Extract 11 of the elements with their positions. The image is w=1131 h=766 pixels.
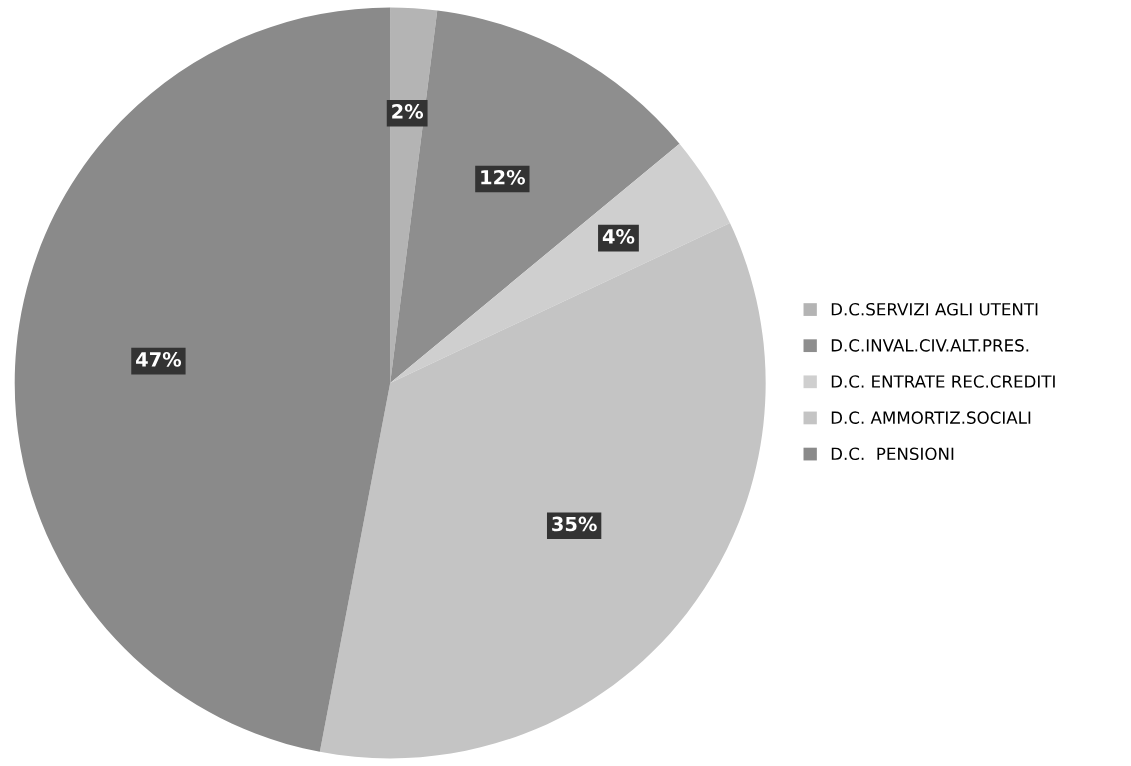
data-label: 12%: [481, 169, 525, 185]
data-label: 35%: [552, 516, 597, 532]
legend-label: D.C. AMMORTIZ.SOCIALI: [831, 411, 1031, 424]
data-label: 47%: [136, 352, 182, 367]
legend-label: D.C.INVAL.CIV.ALT.PRES.: [831, 339, 1029, 352]
legend-label: D.C. PENSIONI: [831, 447, 954, 461]
legend-label: D.C. ENTRATE REC.CREDITI: [831, 375, 1055, 388]
pie-slice: [390, 7, 438, 383]
data-label: 2%: [392, 104, 424, 119]
legend-label: D.C.SERVIZI AGLI UTENTI: [831, 302, 1038, 316]
data-label: 4%: [602, 229, 635, 244]
